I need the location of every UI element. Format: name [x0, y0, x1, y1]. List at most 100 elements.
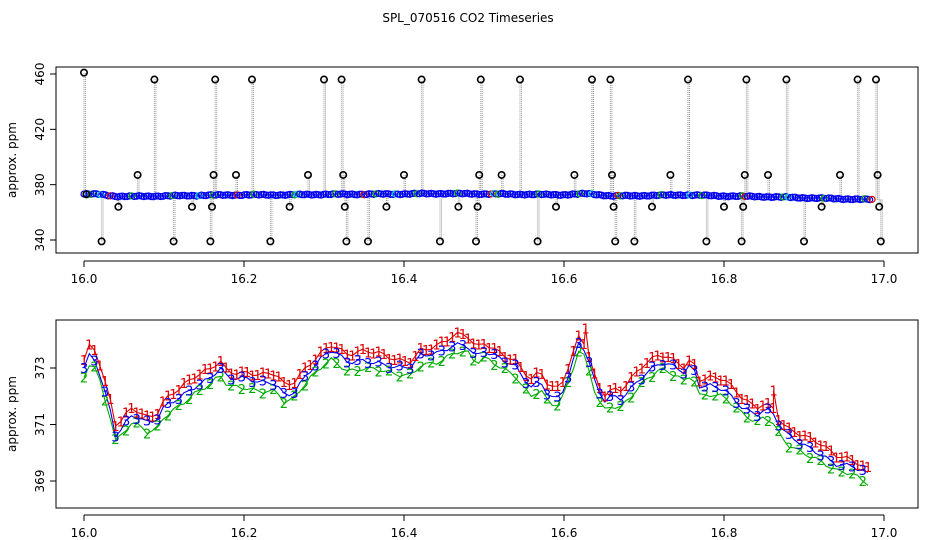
panel-top-y-tick-label: 460 — [33, 63, 47, 86]
series-marker-3: 3 — [501, 357, 509, 372]
series-marker-1: 1 — [611, 382, 619, 397]
series-marker-2: 2 — [375, 365, 383, 380]
series-marker-1: 1 — [553, 380, 561, 395]
series-marker-3: 3 — [795, 438, 803, 453]
data-point — [288, 191, 296, 199]
outlier-point — [871, 75, 880, 84]
series-marker-2: 2 — [353, 365, 361, 380]
data-point — [621, 191, 629, 199]
series-marker-1: 1 — [285, 379, 293, 394]
panel-bottom-y-label: approx. ppm — [5, 376, 19, 452]
series-marker-1: 1 — [306, 359, 314, 374]
series-marker-2: 2 — [690, 376, 698, 391]
outlier-point — [208, 202, 217, 211]
series-marker-3: 3 — [196, 378, 204, 393]
series-marker-3: 3 — [648, 361, 656, 376]
data-point — [214, 190, 222, 199]
data-point — [439, 190, 447, 198]
series-marker-1: 1 — [138, 408, 146, 423]
series-marker-2: 2 — [585, 365, 593, 380]
series-marker-1: 1 — [353, 345, 361, 360]
outlier-point — [817, 202, 826, 211]
series-marker-1: 1 — [643, 357, 651, 372]
series-marker-3: 3 — [164, 397, 172, 412]
series-marker-3: 3 — [722, 385, 730, 400]
series-marker-1: 1 — [232, 368, 240, 383]
data-point — [626, 192, 634, 200]
data-point — [731, 192, 740, 201]
series-marker-1: 1 — [96, 360, 104, 375]
series-marker-3: 3 — [669, 358, 677, 373]
data-point — [276, 191, 285, 199]
outlier-point — [80, 68, 89, 77]
series-marker-1: 1 — [169, 388, 177, 403]
series-marker-1: 1 — [101, 375, 109, 390]
series-marker-2: 2 — [164, 409, 172, 424]
series-marker-3: 3 — [280, 387, 288, 402]
series-marker-3: 3 — [617, 394, 625, 409]
series-marker-1: 1 — [164, 389, 172, 404]
panel-bottom-x-tick-label: 16.4 — [391, 526, 418, 540]
series-marker-1: 1 — [469, 338, 477, 353]
series-marker-2: 2 — [859, 475, 867, 490]
series-marker-3: 3 — [417, 348, 425, 363]
series-marker-2: 2 — [80, 371, 88, 386]
data-point — [403, 190, 411, 198]
outlier-point — [875, 202, 884, 211]
series-marker-1: 1 — [606, 384, 614, 399]
series-marker-3: 3 — [785, 428, 793, 443]
series-marker-1: 1 — [380, 348, 388, 363]
data-point — [585, 189, 593, 198]
series-marker-1: 1 — [511, 353, 519, 368]
series-marker-1: 1 — [806, 431, 814, 446]
data-point — [549, 191, 558, 199]
series-marker-1: 1 — [627, 371, 635, 386]
data-point — [753, 192, 761, 201]
series-marker-2: 2 — [175, 399, 183, 414]
series-marker-1: 1 — [459, 328, 467, 343]
series-marker-2: 2 — [543, 392, 551, 407]
outlier-point — [382, 202, 391, 211]
series-marker-2: 2 — [259, 387, 267, 402]
series-marker-1: 1 — [480, 338, 488, 353]
series-marker-1: 1 — [701, 373, 709, 388]
series-marker-1: 1 — [743, 394, 751, 409]
series-marker-3: 3 — [438, 344, 446, 359]
data-point — [408, 189, 416, 198]
panel-top-y-label: approx. ppm — [5, 122, 19, 198]
panel-top-outliers — [80, 68, 885, 246]
data-point — [200, 191, 208, 200]
outlier-point — [209, 170, 218, 179]
series-marker-1: 1 — [185, 374, 193, 389]
series-marker-3: 3 — [332, 347, 340, 362]
series-marker-1: 1 — [711, 371, 719, 386]
series-marker-2: 2 — [406, 367, 414, 382]
series-marker-1: 1 — [317, 345, 325, 360]
series-marker-2: 2 — [101, 395, 109, 410]
series-marker-1: 1 — [838, 451, 846, 466]
series-marker-1: 1 — [269, 369, 277, 384]
outlier-point — [719, 202, 728, 211]
series-marker-3: 3 — [238, 370, 246, 385]
series-marker-1: 1 — [222, 361, 230, 376]
outlier-point — [471, 237, 480, 246]
series-marker-3: 3 — [627, 381, 635, 396]
data-point — [727, 192, 735, 200]
data-point — [820, 194, 828, 202]
series-marker-2: 2 — [606, 401, 614, 416]
series-marker-3: 3 — [480, 346, 488, 361]
series-marker-2: 2 — [459, 345, 467, 360]
series-marker-3: 3 — [680, 368, 688, 383]
series-marker-1: 1 — [753, 403, 761, 418]
outlier-point — [647, 202, 656, 211]
outlier-point — [417, 75, 426, 84]
series-marker-1: 1 — [106, 393, 114, 408]
series-marker-3: 3 — [132, 413, 140, 428]
series-marker-2: 2 — [290, 390, 298, 405]
series-marker-3: 3 — [732, 397, 740, 412]
outlier-point — [337, 75, 346, 84]
series-marker-1: 1 — [748, 398, 756, 413]
outlier-point — [739, 202, 748, 211]
series-marker-3: 3 — [659, 359, 667, 374]
series-marker-1: 1 — [422, 344, 430, 359]
